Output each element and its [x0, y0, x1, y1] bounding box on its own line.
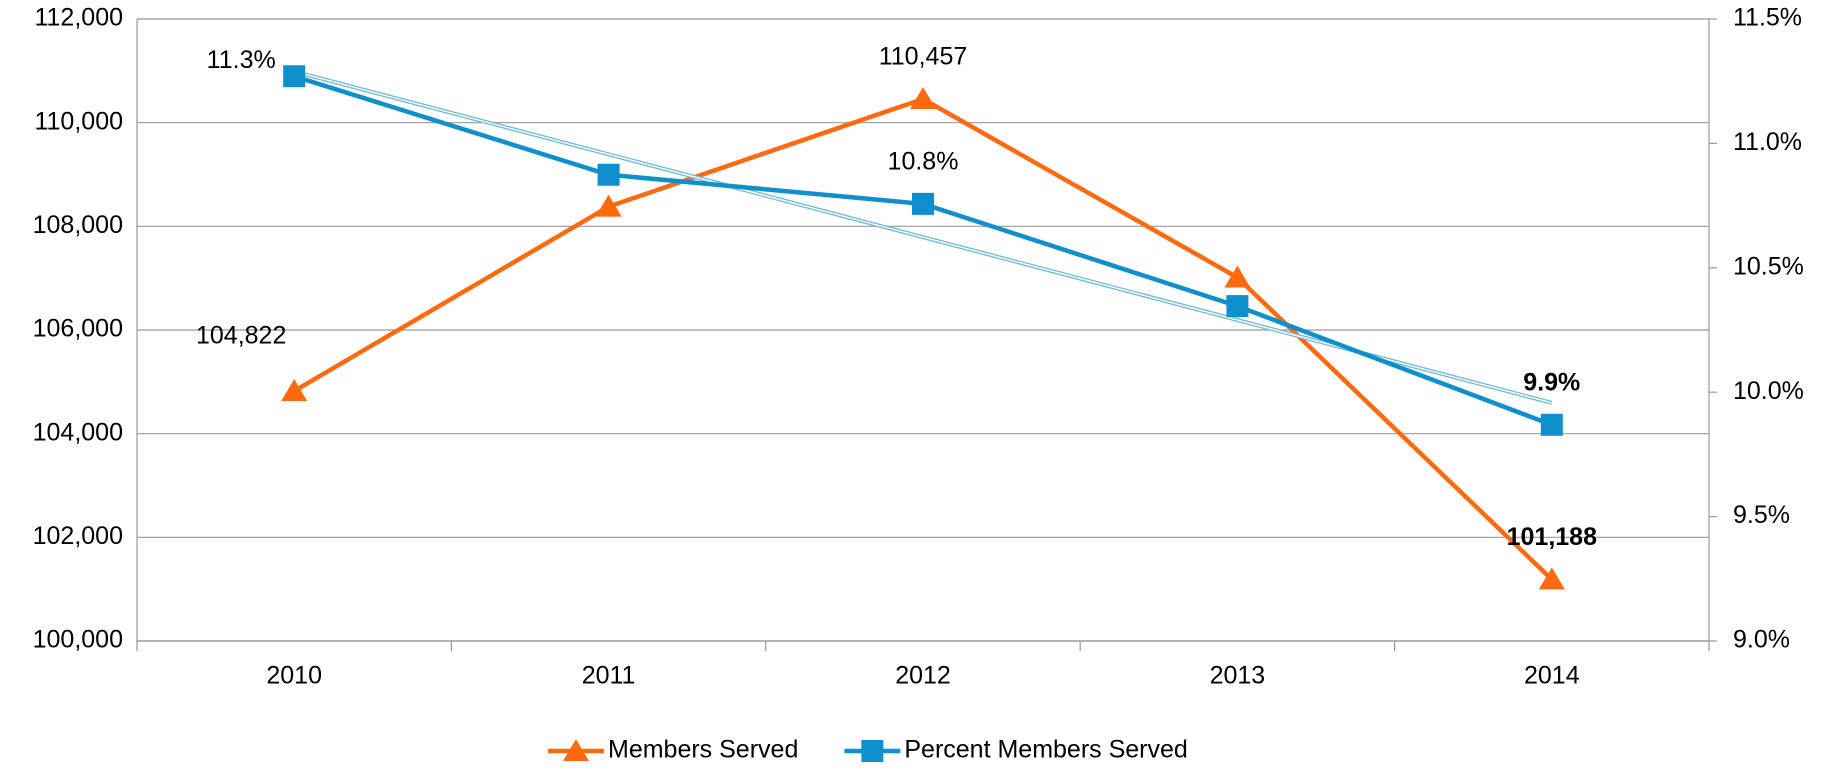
- data-point: [597, 163, 620, 186]
- legend-marker: [861, 740, 884, 762]
- x-tick-label: 2013: [1210, 662, 1266, 690]
- y-tick-label: 110,000: [34, 107, 123, 135]
- y2-tick-label: 9.0%: [1733, 626, 1790, 654]
- data-point: [595, 194, 622, 217]
- series-line: [293, 74, 1553, 427]
- legend-label: Members Served: [608, 736, 798, 764]
- data-label: 101,188: [1507, 523, 1597, 551]
- y-tick-label: 108,000: [33, 211, 123, 239]
- data-label: 110,457: [879, 43, 968, 71]
- data-point: [1226, 295, 1249, 318]
- y2-tick-label: 11.5%: [1733, 4, 1802, 32]
- data-point: [281, 379, 308, 402]
- legend-marker: [563, 739, 589, 761]
- x-tick-label: 2010: [266, 662, 322, 690]
- y-tick-label: 102,000: [33, 522, 123, 550]
- y-tick-label: 100,000: [33, 626, 123, 654]
- y2-tick-label: 10.0%: [1733, 377, 1804, 405]
- x-tick-label: 2012: [895, 662, 951, 690]
- data-point: [1538, 567, 1565, 590]
- legend-label: Percent Members Served: [904, 736, 1187, 764]
- data-label: 104,822: [196, 322, 286, 350]
- x-tick-label: 2014: [1524, 662, 1580, 690]
- data-label: 9.9%: [1523, 368, 1580, 396]
- data-label: 10.8%: [888, 147, 959, 175]
- data-point: [912, 192, 934, 215]
- y-tick-label: 106,000: [33, 315, 123, 343]
- data-point: [1224, 265, 1251, 288]
- y-tick-label: 112,000: [34, 4, 123, 32]
- y2-tick-label: 9.5%: [1733, 501, 1790, 529]
- data-label: 11.3%: [207, 46, 276, 74]
- x-tick-label: 2011: [582, 662, 636, 690]
- data-point: [1540, 413, 1563, 436]
- y2-tick-label: 11.0%: [1733, 128, 1802, 156]
- y2-tick-label: 10.5%: [1733, 252, 1804, 280]
- data-point: [910, 86, 936, 109]
- data-point: [283, 65, 306, 88]
- y-tick-label: 104,000: [33, 418, 123, 446]
